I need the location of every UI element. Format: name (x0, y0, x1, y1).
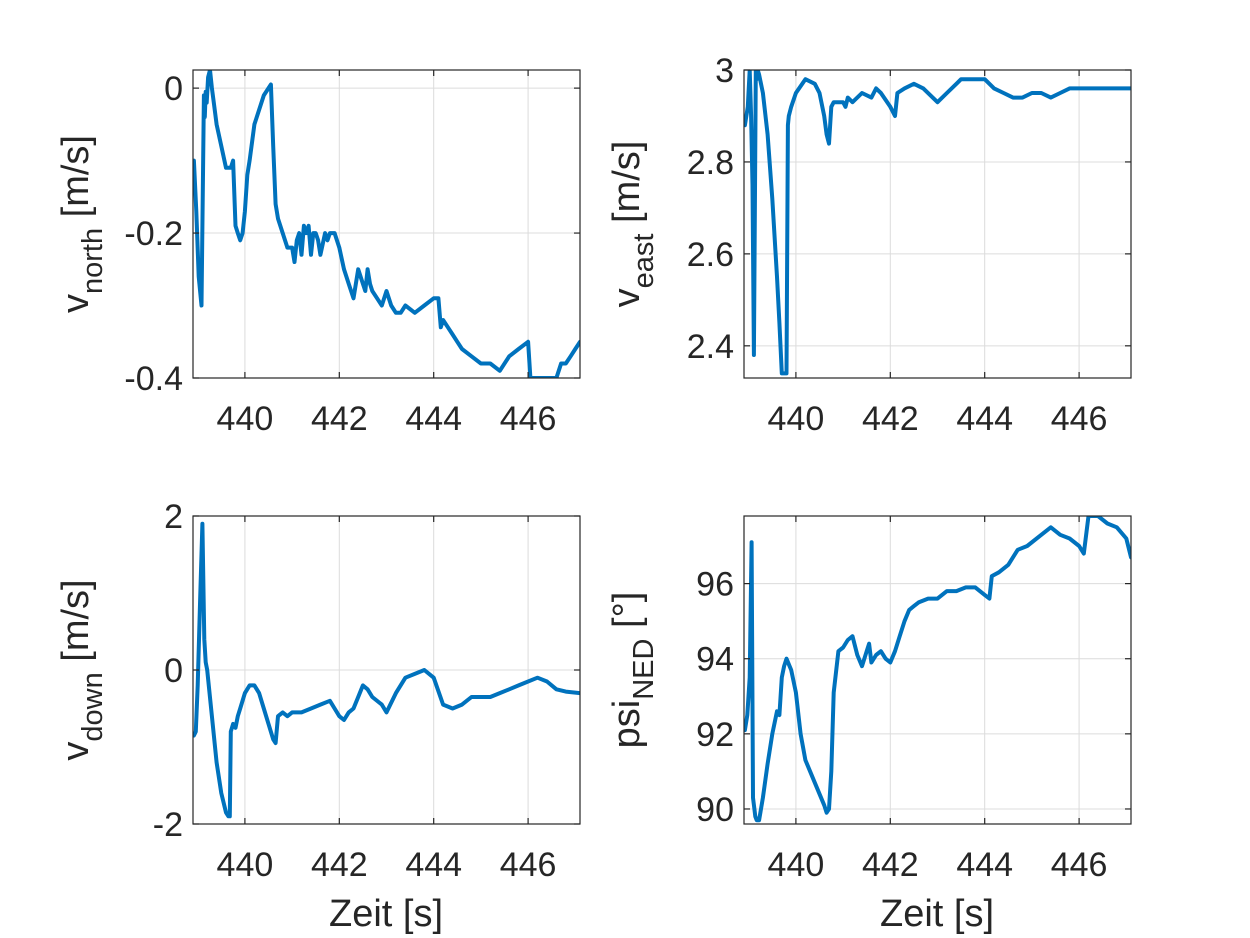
x-tick-label: 446 (500, 846, 557, 884)
chart-v-down: 440 442 444 446 -2 0 2 vdown [m/s] (55, 498, 581, 884)
x-tick-label: 440 (217, 400, 274, 438)
x-tick-label: 442 (862, 400, 919, 438)
y-axis-label: psiNED [°] (606, 592, 660, 749)
x-tick-label: 440 (768, 400, 825, 438)
series-line (744, 70, 1131, 376)
series-line (193, 521, 580, 819)
y-tick-label: -0.4 (124, 360, 183, 398)
y-tick-label: 92 (696, 716, 734, 754)
x-tick-label: 446 (500, 400, 557, 438)
chart-v-east: 440 442 444 446 2.4 2.6 2.8 3 veast [m/s] (606, 52, 1132, 438)
series-line (744, 516, 1131, 823)
plot-area (744, 70, 1131, 378)
x-tick-label: 442 (311, 846, 368, 884)
y-axis-label-unit: [°] (606, 592, 648, 639)
y-tick-label: -0.2 (124, 215, 183, 253)
x-tick-label: 446 (1051, 400, 1108, 438)
x-tick-label: 446 (1051, 846, 1108, 884)
y-axis-label-subscript: north (77, 228, 109, 294)
chart-v-north: 440 442 444 446 -0.4 -0.2 0 vnorth [m/s] (55, 69, 581, 438)
axes-frame (743, 515, 1132, 825)
y-axis-label-main: psi (606, 700, 648, 749)
x-tick-label: 444 (405, 400, 462, 438)
y-axis-label-main: v (606, 288, 648, 307)
y-tick-label: 0 (164, 652, 183, 690)
y-tick-label: 94 (696, 641, 734, 679)
x-tick-label: 440 (768, 846, 825, 884)
y-tick-label: 90 (696, 791, 734, 829)
y-tick-label: -2 (153, 806, 183, 844)
x-tick-label: 442 (311, 400, 368, 438)
x-axis-label-right: Zeit [s] (880, 893, 994, 935)
axes-frame (743, 69, 1132, 379)
y-tick-label: 2.4 (687, 328, 734, 366)
y-axis-label-subscript: NED (628, 639, 660, 700)
x-tick-label: 442 (862, 846, 919, 884)
y-axis-label-subscript: down (77, 672, 109, 741)
y-axis-label-main: v (55, 294, 97, 313)
y-tick-label: 2 (164, 498, 183, 536)
series-line (193, 70, 580, 378)
y-tick-label: 0 (164, 70, 183, 108)
y-axis-label: veast [m/s] (606, 141, 660, 308)
x-axis-label-left: Zeit [s] (329, 893, 443, 935)
x-tick-label: 444 (405, 846, 462, 884)
y-tick-label: 96 (696, 566, 734, 604)
plot-area (193, 70, 580, 378)
x-tick-label: 444 (956, 400, 1013, 438)
axes-frame (192, 69, 581, 379)
plot-area (744, 516, 1131, 824)
y-tick-label: 2.8 (687, 144, 734, 182)
y-axis-label-unit: [m/s] (606, 141, 648, 234)
x-tick-label: 440 (217, 846, 274, 884)
y-axis-label: vdown [m/s] (55, 579, 109, 760)
y-tick-label: 2.6 (687, 236, 734, 274)
y-axis-label-main: v (55, 742, 97, 761)
x-tick-label: 444 (956, 846, 1013, 884)
chart-psi-ned: 440 442 444 446 90 92 94 96 psiNED [°] (606, 515, 1132, 884)
y-axis-label-unit: [m/s] (55, 135, 97, 228)
y-axis-label-unit: [m/s] (55, 579, 97, 672)
y-tick-label: 3 (715, 52, 734, 90)
y-axis-label-subscript: east (628, 234, 660, 289)
y-axis-label: vnorth [m/s] (55, 135, 109, 313)
